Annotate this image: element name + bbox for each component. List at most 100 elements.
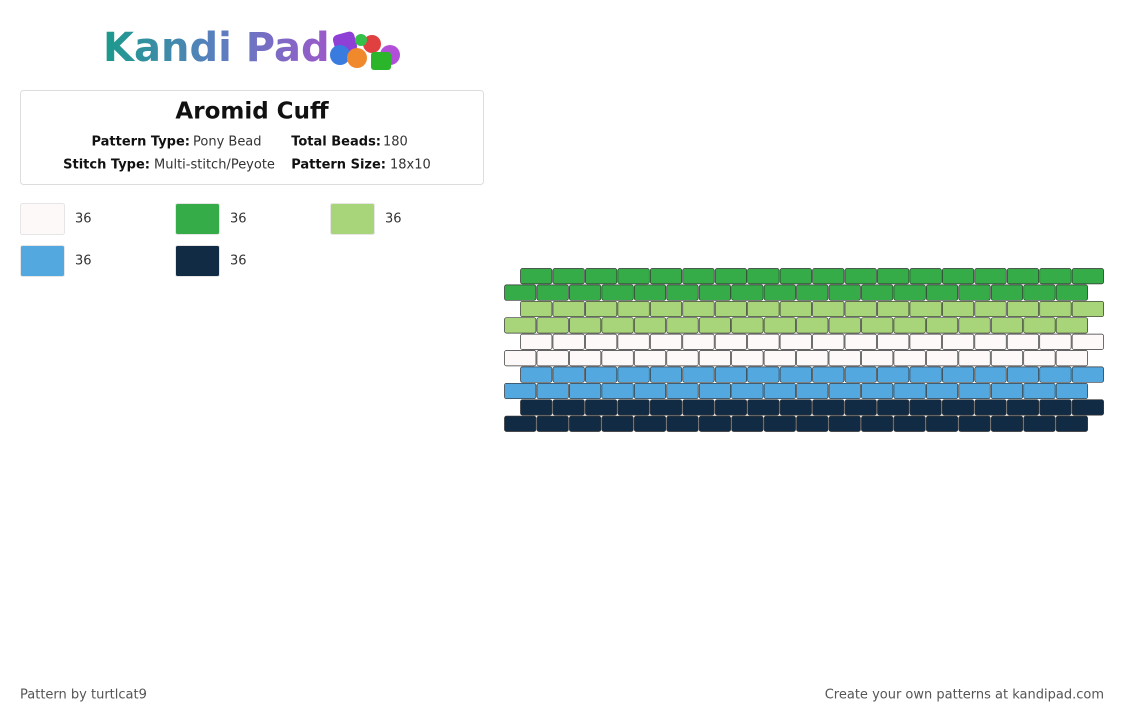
bead <box>666 382 699 400</box>
bead <box>520 366 553 383</box>
bead <box>796 317 829 334</box>
bead <box>909 268 942 285</box>
bead <box>747 333 780 350</box>
bead <box>796 382 829 400</box>
bead <box>828 415 861 432</box>
bead <box>698 382 732 400</box>
bead <box>1039 399 1072 416</box>
bead <box>617 300 650 318</box>
bead <box>698 350 732 367</box>
bead <box>877 268 910 285</box>
bead <box>958 317 991 334</box>
bead <box>1039 268 1072 285</box>
bead <box>1023 415 1056 432</box>
bead <box>925 284 959 301</box>
bead <box>779 268 812 285</box>
bead <box>1071 300 1104 318</box>
bead <box>649 366 683 383</box>
bead <box>1023 350 1056 367</box>
bead <box>552 366 585 383</box>
bead <box>893 415 926 432</box>
bead <box>585 366 618 383</box>
bead <box>617 366 650 383</box>
color-swatch <box>20 245 65 277</box>
bead <box>520 399 553 416</box>
bead <box>990 350 1024 367</box>
bead <box>1039 300 1072 318</box>
bead <box>844 268 877 285</box>
color-count: 36 <box>75 212 92 227</box>
bead <box>941 300 975 318</box>
bead <box>877 333 910 350</box>
bead <box>828 350 861 367</box>
bead <box>601 317 634 334</box>
bead <box>666 317 699 334</box>
bead <box>990 382 1024 400</box>
bead <box>844 366 877 383</box>
color-count: 36 <box>385 212 402 227</box>
bead <box>828 317 861 334</box>
bead <box>909 366 942 383</box>
bead <box>828 382 861 400</box>
color-swatch <box>175 203 220 235</box>
bead <box>666 415 699 432</box>
bead <box>812 333 845 350</box>
bead <box>1006 366 1040 383</box>
bead <box>941 399 975 416</box>
bead <box>779 300 812 318</box>
bead <box>617 399 650 416</box>
footer-author: Pattern by turtlcat9 <box>20 688 147 703</box>
bead <box>893 284 926 301</box>
color-count: 36 <box>230 212 247 227</box>
bead <box>909 333 942 350</box>
bead <box>633 415 667 432</box>
bead <box>633 284 667 301</box>
bead <box>812 300 845 318</box>
bead <box>893 350 926 367</box>
bead <box>520 300 553 318</box>
bead <box>731 382 764 400</box>
bead <box>861 284 894 301</box>
bead <box>552 399 585 416</box>
bead <box>779 366 812 383</box>
bead <box>569 382 602 400</box>
info-value: Pony Bead <box>193 135 262 150</box>
bead <box>861 415 894 432</box>
bead <box>812 399 845 416</box>
bead <box>990 317 1024 334</box>
bead <box>536 382 569 400</box>
info-label: Pattern Type: <box>91 135 190 150</box>
bead <box>812 366 845 383</box>
bead <box>682 268 715 285</box>
bead <box>763 382 796 400</box>
bead <box>1023 382 1056 400</box>
footer-credit: Create your own patterns at kandipad.com <box>825 688 1104 703</box>
bead <box>925 317 959 334</box>
bead <box>861 317 894 334</box>
bead <box>714 366 748 383</box>
bead <box>779 333 812 350</box>
bead <box>893 317 926 334</box>
bead <box>763 415 796 432</box>
bead <box>877 399 910 416</box>
bead <box>666 284 699 301</box>
bead <box>698 317 732 334</box>
bead <box>649 300 683 318</box>
bead <box>974 333 1007 350</box>
bead <box>877 300 910 318</box>
bead <box>601 415 634 432</box>
bead <box>552 333 585 350</box>
bead <box>925 350 959 367</box>
bead <box>682 366 715 383</box>
bead <box>666 350 699 367</box>
bead <box>731 317 764 334</box>
bead <box>1006 333 1040 350</box>
logo-icon <box>330 31 400 70</box>
bead <box>990 415 1024 432</box>
bead <box>941 366 975 383</box>
bead <box>649 268 683 285</box>
bead <box>731 350 764 367</box>
bead <box>1023 284 1056 301</box>
bead <box>941 268 975 285</box>
